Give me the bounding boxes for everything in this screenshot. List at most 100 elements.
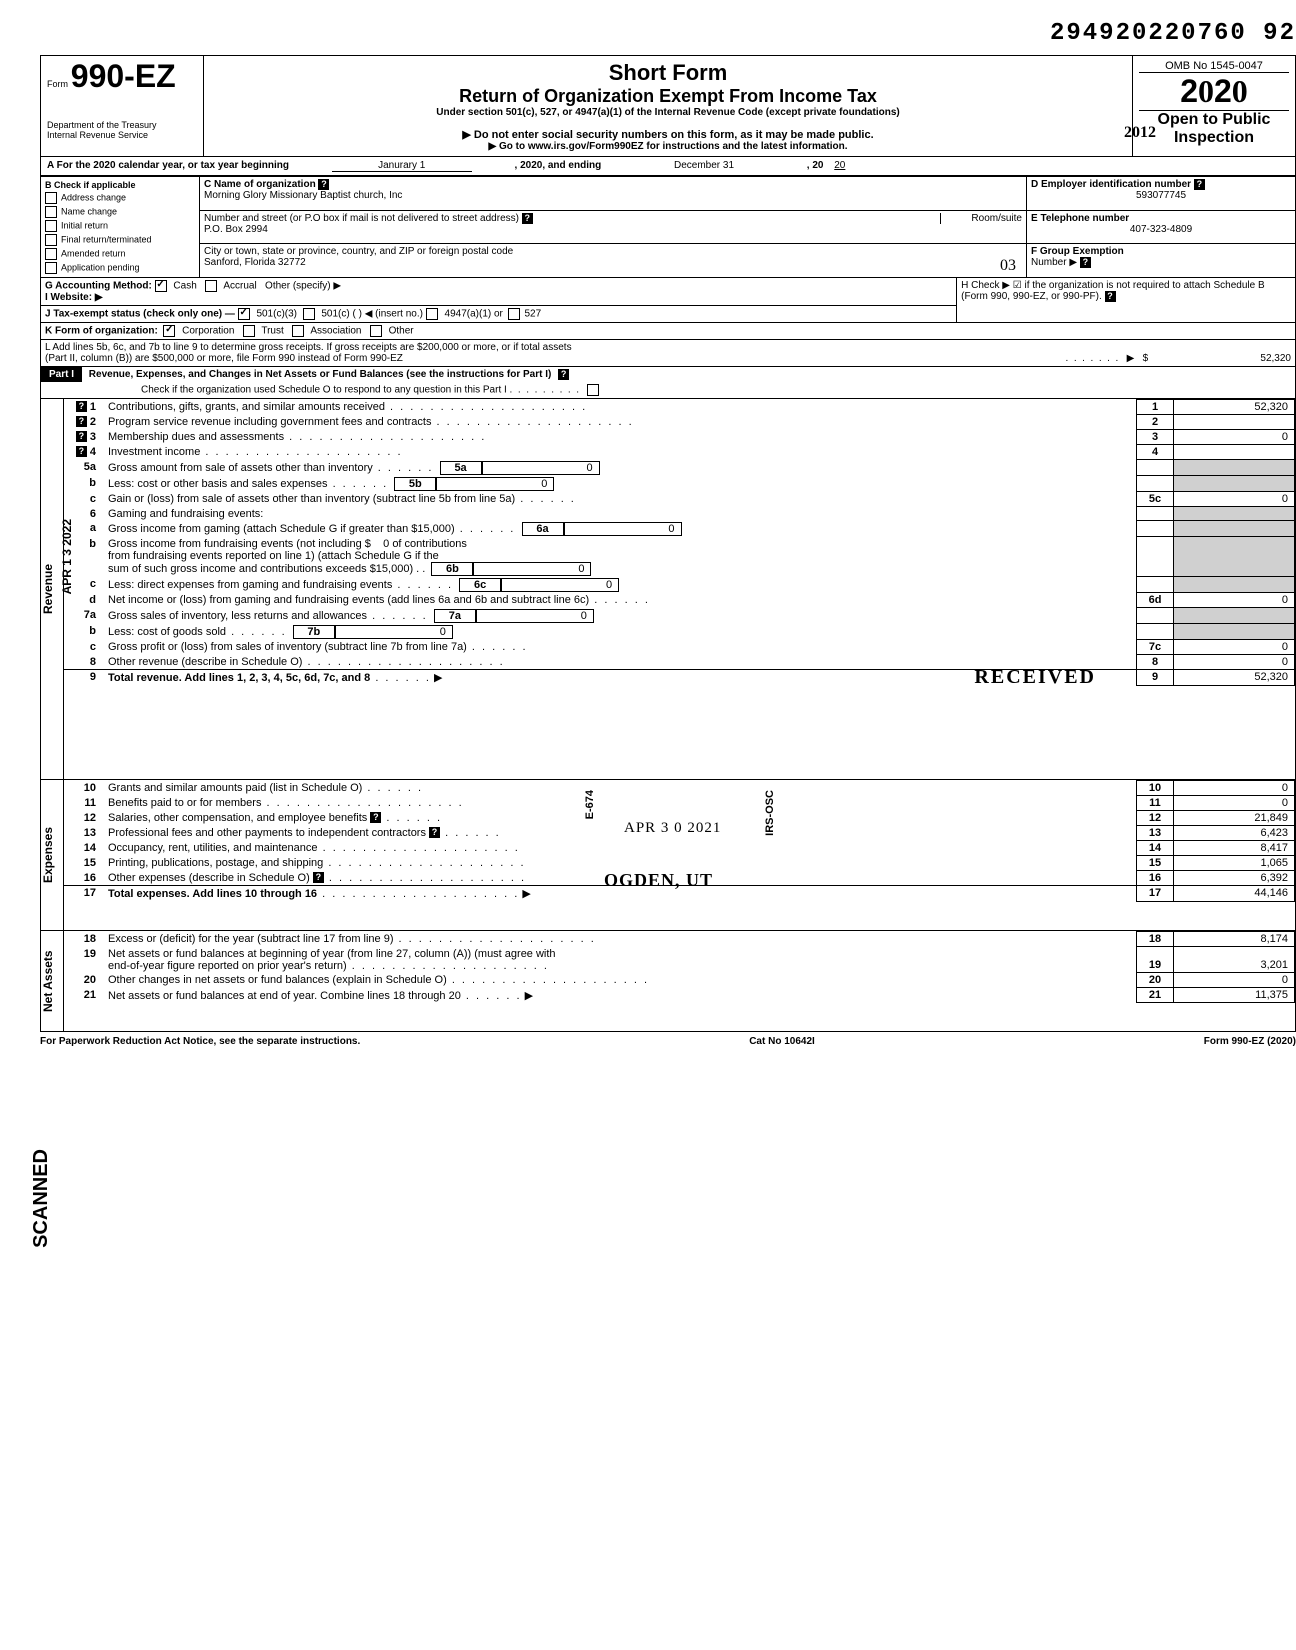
line-16-num: 16	[64, 871, 104, 886]
form-prefix: Form	[47, 79, 68, 89]
end-yr[interactable]: 20	[834, 160, 845, 171]
l-arrow: ▶	[1127, 353, 1135, 364]
cb-accrual[interactable]	[205, 280, 217, 292]
accrual-label: Accrual	[223, 281, 256, 292]
i-label: I Website: ▶	[45, 292, 103, 303]
cb-addr-change[interactable]	[45, 192, 57, 204]
cb-501c[interactable]	[303, 308, 315, 320]
box-12-val: 21,849	[1174, 811, 1295, 826]
line-6b-d1: Gross income from fundraising events (no…	[108, 538, 371, 550]
cb-trust[interactable]	[243, 325, 255, 337]
line-10-num: 10	[64, 781, 104, 796]
cb-amended[interactable]	[45, 248, 57, 260]
line-13-desc: Professional fees and other payments to …	[108, 827, 426, 839]
cb-other[interactable]	[370, 325, 382, 337]
help-icon[interactable]: ?	[370, 812, 381, 823]
f-number-label: Number ▶	[1031, 257, 1077, 268]
box-15-val: 1,065	[1174, 856, 1295, 871]
help-icon[interactable]: ?	[76, 416, 87, 427]
ibox-7b-num: 7b	[293, 625, 335, 639]
box-4-num: 4	[1137, 445, 1174, 460]
box-12-num: 12	[1137, 811, 1174, 826]
cb-initial[interactable]	[45, 220, 57, 232]
ibox-7a-val: 0	[476, 609, 594, 623]
expenses-lines: 10Grants and similar amounts paid (list …	[64, 780, 1295, 902]
street[interactable]: P.O. Box 2994	[204, 224, 268, 235]
help-icon[interactable]: ?	[522, 213, 533, 224]
help-icon[interactable]: ?	[429, 827, 440, 838]
c-label: C Name of organization	[204, 179, 316, 190]
cb-501c3[interactable]	[238, 308, 250, 320]
line-21-num: 21	[64, 988, 104, 1003]
help-icon[interactable]: ?	[1105, 291, 1116, 302]
cb-pending[interactable]	[45, 262, 57, 274]
527-label: 527	[524, 309, 541, 320]
end-month[interactable]: December 31	[644, 160, 764, 171]
revenue-lines: ? 1Contributions, gifts, grants, and sim…	[64, 399, 1295, 686]
e-label: E Telephone number	[1031, 213, 1129, 224]
cb-corp[interactable]	[163, 325, 175, 337]
l-dollar: $	[1143, 353, 1149, 364]
section-j: J Tax-exempt status (check only one) — 5…	[41, 306, 957, 323]
net-label: Net Assets	[41, 931, 55, 1031]
cb-final[interactable]	[45, 234, 57, 246]
line-4-num: 4	[90, 446, 96, 458]
cb-assoc[interactable]	[292, 325, 304, 337]
line-14-num: 14	[64, 841, 104, 856]
box-10-val: 0	[1174, 781, 1295, 796]
help-icon[interactable]: ?	[318, 179, 329, 190]
city[interactable]: Sanford, Florida 32772	[204, 257, 306, 268]
begin-date[interactable]: Janurary 1	[332, 160, 472, 172]
org-name[interactable]: Morning Glory Missionary Baptist church,…	[204, 190, 402, 201]
help-icon[interactable]: ?	[76, 401, 87, 412]
shade-7b	[1137, 624, 1174, 640]
final-label: Final return/terminated	[61, 234, 152, 244]
help-icon[interactable]: ?	[76, 446, 87, 457]
omb-no: OMB No 1545-0047	[1139, 60, 1289, 72]
line-2-desc: Program service revenue including govern…	[108, 416, 431, 428]
cb-schedule-o[interactable]	[587, 384, 599, 396]
under-section: Under section 501(c), 527, or 4947(a)(1)…	[210, 107, 1126, 118]
line-4-desc: Investment income	[108, 446, 200, 458]
box-10-num: 10	[1137, 781, 1174, 796]
help-icon[interactable]: ?	[76, 431, 87, 442]
section-k: K Form of organization: Corporation Trus…	[41, 323, 1296, 340]
box-18-val: 8,174	[1174, 932, 1295, 947]
shade-6a	[1137, 521, 1174, 537]
help-icon[interactable]: ?	[558, 369, 569, 380]
line-5a-desc: Gross amount from sale of assets other t…	[108, 462, 373, 474]
line-9-num: 9	[64, 670, 104, 686]
help-icon[interactable]: ?	[313, 872, 324, 883]
line-6c-desc: Less: direct expenses from gaming and fu…	[108, 579, 392, 591]
501c3-label: 501(c)(3)	[256, 309, 297, 320]
handwritten-2012: 2012	[1124, 124, 1156, 142]
part1-header-row: Part I Revenue, Expenses, and Changes in…	[40, 367, 1296, 399]
line-6a-desc: Gross income from gaming (attach Schedul…	[108, 523, 455, 535]
line-6b-d3: from fundraising events reported on line…	[108, 550, 439, 562]
amended-label: Amended return	[61, 248, 126, 258]
line-9-desc: Total revenue. Add lines 1, 2, 3, 4, 5c,…	[108, 672, 370, 684]
assoc-label: Association	[310, 326, 361, 337]
tax-year: 2020	[1139, 72, 1289, 111]
help-icon[interactable]: ?	[1080, 257, 1091, 268]
section-c-city: City or town, state or province, country…	[200, 244, 1027, 278]
4947-label: 4947(a)(1) or	[445, 309, 503, 320]
box-16-num: 16	[1137, 871, 1174, 886]
cb-527[interactable]	[508, 308, 520, 320]
section-l: L Add lines 5b, 6c, and 7b to line 9 to …	[41, 340, 1296, 367]
info-section: B Check if applicable Address change Nam…	[40, 176, 1296, 278]
line-12-num: 12	[64, 811, 104, 826]
name-change-label: Name change	[61, 206, 117, 216]
line-11-num: 11	[64, 796, 104, 811]
f-label: F Group Exemption	[1031, 246, 1124, 257]
city-label: City or town, state or province, country…	[204, 246, 513, 257]
help-icon[interactable]: ?	[1194, 179, 1205, 190]
section-h: H Check ▶ ☑ if the organization is not r…	[957, 278, 1296, 323]
cb-cash[interactable]	[155, 280, 167, 292]
cb-name-change[interactable]	[45, 206, 57, 218]
box-7c-num: 7c	[1137, 640, 1174, 655]
shade-6b-v	[1174, 537, 1295, 577]
section-d: D Employer identification number ? 59307…	[1027, 177, 1296, 211]
cb-4947[interactable]	[426, 308, 438, 320]
box-3-val: 0	[1174, 430, 1295, 445]
